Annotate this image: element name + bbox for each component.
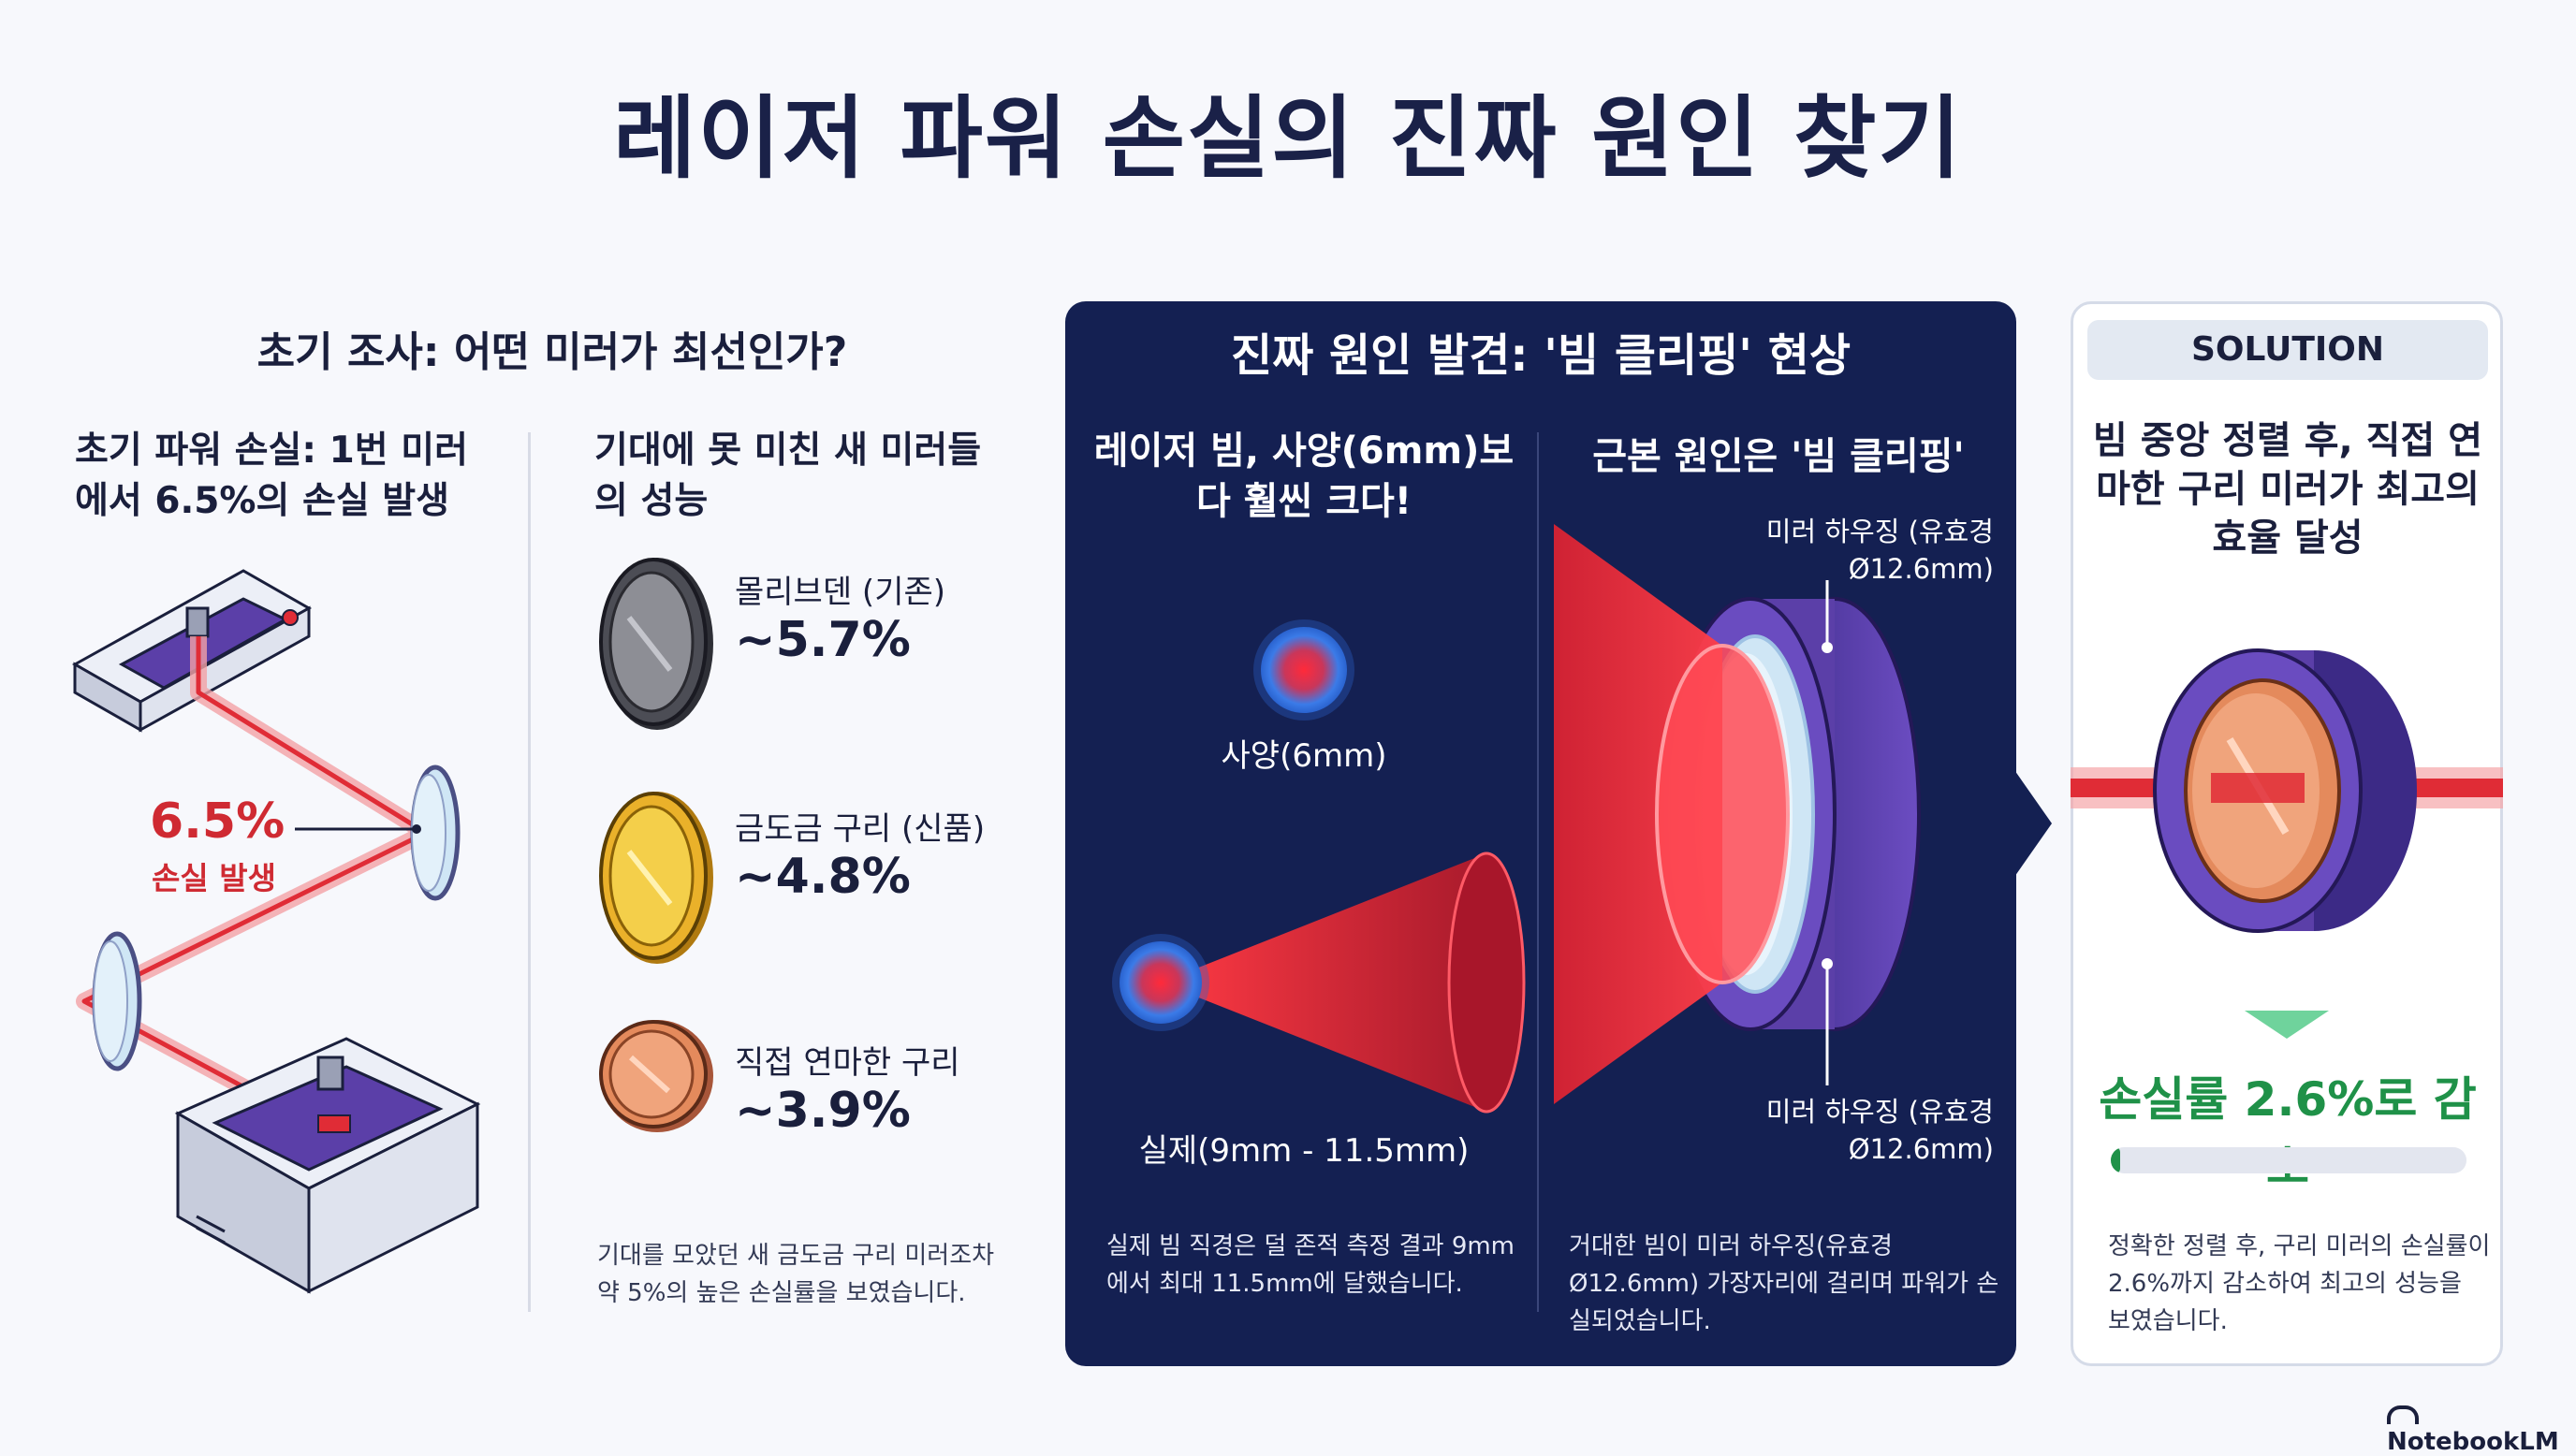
mirror-2-icon (92, 931, 142, 1071)
beam-size-heading: 레이저 빔, 사양(6mm)보다 훨씬 크다! (1093, 430, 1515, 523)
molybdenum-mirror-icon (599, 558, 713, 730)
center-panel-divider (1537, 432, 1539, 1312)
loss-caption-label: 손실 발생 (152, 860, 276, 896)
result-value: 손실률 2.6%로 감소 (2099, 1072, 2477, 1194)
down-arrow-icon (2245, 1011, 2329, 1039)
loss-value-label: 6.5% (150, 794, 285, 850)
mirror-label: 몰리브덴 (기존) (735, 574, 946, 611)
loss-progress-bar (2111, 1147, 2466, 1173)
beam-clipping-note: 거대한 빔이 미러 하우징(유효경 Ø12.6mm) 가장자리에 걸리며 파워가… (1569, 1232, 1999, 1335)
spec-beam-label: 사양(6mm) (1221, 737, 1387, 775)
loss-progress-fill (2111, 1147, 2120, 1173)
center-panel-heading: 진짜 원인 발견: '빔 클리핑' 현상 (1230, 329, 1852, 382)
solution-note: 정확한 정렬 후, 구리 미러의 손실률이 2.6%까지 감소하여 최고의 성능… (2108, 1232, 2491, 1335)
mirror-item-polished-copper: 직접 연마한 구리 ~3.9% (735, 1037, 960, 1139)
brand-name: NotebookLM (2387, 1428, 2559, 1456)
brand-label: NotebookLM (2387, 1400, 2576, 1456)
notebooklm-logo-icon (2387, 1405, 2419, 1424)
mirror-1-icon (410, 764, 461, 901)
housing-top-label: 미러 하우징 (유효경 Ø12.6mm) (1765, 516, 1994, 585)
housing-bottom-label: 미러 하우징 (유효경 Ø12.6mm) (1765, 1096, 1994, 1165)
initial-loss-description: 초기 파워 손실: 1번 미러 에서 6.5%의 손실 발생 (75, 430, 468, 522)
new-mirrors-heading: 기대에 못 미친 새 미러들의 성능 (594, 430, 982, 522)
left-panel-divider (528, 432, 531, 1312)
mirror-loss-value: ~4.8% (735, 849, 911, 905)
actual-beam-label: 실제(9mm - 11.5mm) (1138, 1132, 1470, 1170)
mirror-item-molybdenum: 몰리브덴 (기존) ~5.7% (735, 566, 945, 668)
beam-size-illustration (1112, 619, 1526, 1114)
solution-description: 빔 중앙 정렬 후, 직접 연마한 구리 미러가 최고의 효율 달성 (2092, 419, 2483, 560)
mirror-label: 금도금 구리 (신품) (735, 810, 986, 848)
actual-beam-cone-icon (1112, 852, 1526, 1114)
solution-badge: SOLUTION (2087, 320, 2488, 380)
workpiece-machine-icon (174, 1037, 481, 1294)
polished-copper-mirror-icon (599, 1020, 713, 1132)
beam-clipping-illustration (1554, 524, 1921, 1104)
aligned-mirror-illustration (2071, 648, 2503, 1039)
beam-measurement-note: 실제 빔 직경은 덜 존적 측정 결과 9mm에서 최대 11.5mm에 달했습… (1106, 1232, 1515, 1298)
mirror-samples (599, 558, 713, 1132)
laser-path-illustration (71, 569, 461, 1140)
page-title: 레이저 파워 손실의 진짜 원인 찾기 (613, 86, 1963, 191)
left-panel-note: 기대를 모았던 새 금도금 구리 미러조차 약 5%의 높은 손실률을 보였습니… (597, 1242, 995, 1307)
mirror-label: 직접 연마한 구리 (735, 1044, 960, 1082)
spec-beam-spot-icon (1253, 619, 1354, 721)
root-cause-heading: 근본 원인은 '빔 클리핑' (1592, 435, 1965, 478)
panel-arrow-icon (2012, 767, 2052, 880)
mirror-loss-value: ~3.9% (735, 1083, 911, 1139)
mirror-loss-value: ~5.7% (735, 612, 911, 668)
clipped-beam-cone-icon (1554, 524, 1790, 1104)
left-panel-heading: 초기 조사: 어떤 미러가 최선인가? (256, 328, 848, 376)
mirror-item-gold-copper: 금도금 구리 (신품) ~4.8% (735, 803, 985, 905)
gold-plated-copper-mirror-icon (599, 792, 713, 964)
